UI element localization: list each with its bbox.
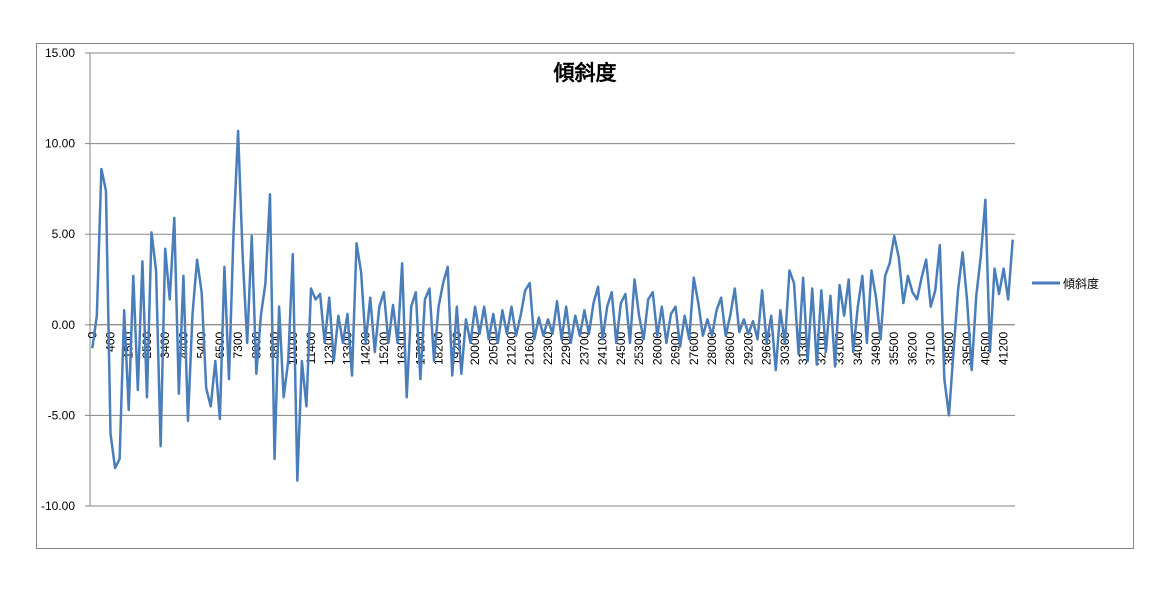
x-tick-label: 30300 xyxy=(778,331,792,365)
y-tick-label: 5.00 xyxy=(52,227,76,241)
x-tick-label: 11400 xyxy=(304,331,318,364)
x-tick-label: 21200 xyxy=(504,331,518,365)
y-tick-label: -5.00 xyxy=(48,408,76,422)
y-tick-label: 10.00 xyxy=(45,137,75,151)
x-tick-label: 28600 xyxy=(723,331,737,365)
x-tick-label: 36200 xyxy=(905,331,919,365)
x-tick-label: 17200 xyxy=(413,331,427,365)
x-tick-label: 22300 xyxy=(541,331,555,365)
x-tick-label: 23700 xyxy=(577,331,591,365)
x-tick-label: 41200 xyxy=(997,331,1011,365)
x-tick-label: 7300 xyxy=(231,331,245,358)
chart-border xyxy=(36,43,1134,549)
x-tick-label: 29600 xyxy=(760,331,774,365)
x-tick-label: 26000 xyxy=(650,331,664,365)
x-tick-label: 3400 xyxy=(158,331,172,358)
x-tick-label: 2500 xyxy=(140,331,154,358)
x-tick-label: 6500 xyxy=(213,331,227,358)
chart-title: 傾斜度 xyxy=(553,61,617,85)
x-tick-label: 24100 xyxy=(596,331,610,365)
y-tick-label: 15.00 xyxy=(45,46,75,60)
x-tick-label: 28000 xyxy=(705,331,719,365)
data-line xyxy=(91,129,1014,482)
x-tick-label: 5400 xyxy=(195,331,209,358)
x-tick-label: 0 xyxy=(85,331,99,338)
y-tick-label: 0.00 xyxy=(52,318,76,332)
x-tick-label: 29200 xyxy=(741,331,755,365)
x-tick-label: 35500 xyxy=(887,331,901,365)
legend-label: 傾斜度 xyxy=(1063,276,1099,291)
x-tick-label: 37100 xyxy=(924,331,938,365)
y-tick-label: -10.00 xyxy=(41,499,75,513)
x-tick-label: 400 xyxy=(104,331,118,351)
x-tick-label: 14200 xyxy=(359,331,373,365)
